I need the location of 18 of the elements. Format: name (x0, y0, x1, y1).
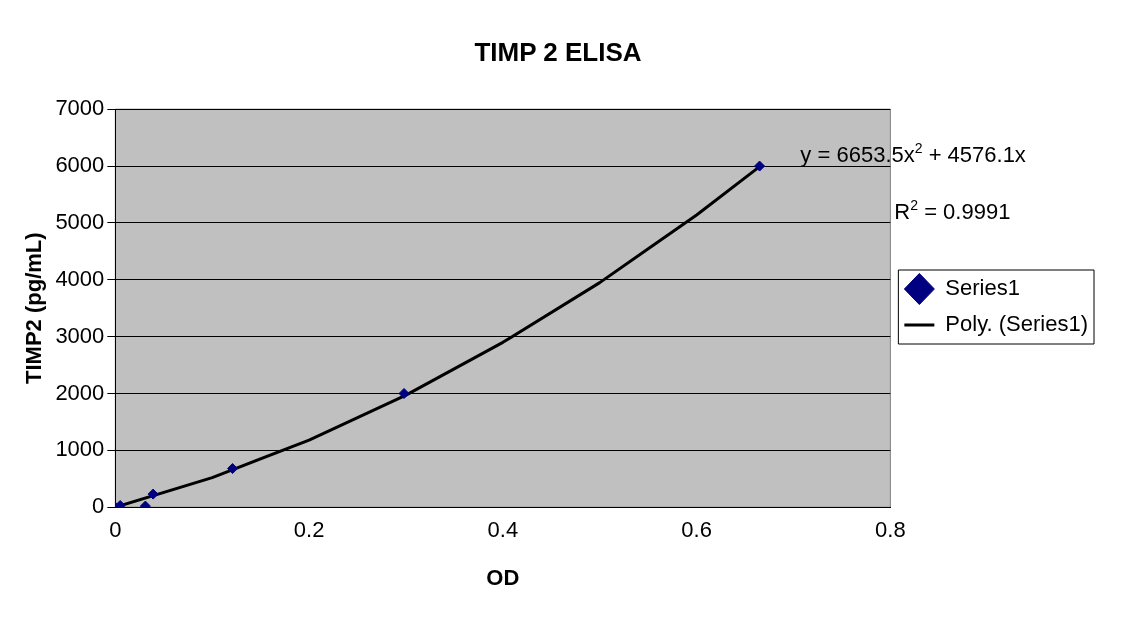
y-tick-label: 6000 (55, 152, 105, 178)
y-tick-label: 4000 (55, 265, 105, 291)
x-tick-label: 0.8 (875, 517, 906, 543)
y-tick-label: 7000 (55, 95, 105, 121)
x-tick-label: 0 (109, 517, 122, 543)
legend-label: Poly. (Series1) (945, 311, 1089, 337)
chart-title: TIMP 2 ELISA (474, 36, 642, 67)
y-tick-label: 3000 (55, 322, 105, 348)
y-tick-label: 1000 (55, 436, 105, 462)
x-axis-title: OD (486, 564, 520, 590)
x-tick-label: 0.4 (487, 517, 519, 543)
y-tick-label: 2000 (55, 379, 105, 405)
y-axis-title: TIMP2 (pg/mL) (21, 232, 47, 384)
y-tick-label: 0 (92, 493, 105, 519)
legend-label: Series1 (945, 275, 1020, 301)
x-tick-label: 0.2 (293, 517, 325, 543)
x-tick-label: 0.6 (681, 517, 712, 543)
y-tick-label: 5000 (55, 208, 105, 234)
